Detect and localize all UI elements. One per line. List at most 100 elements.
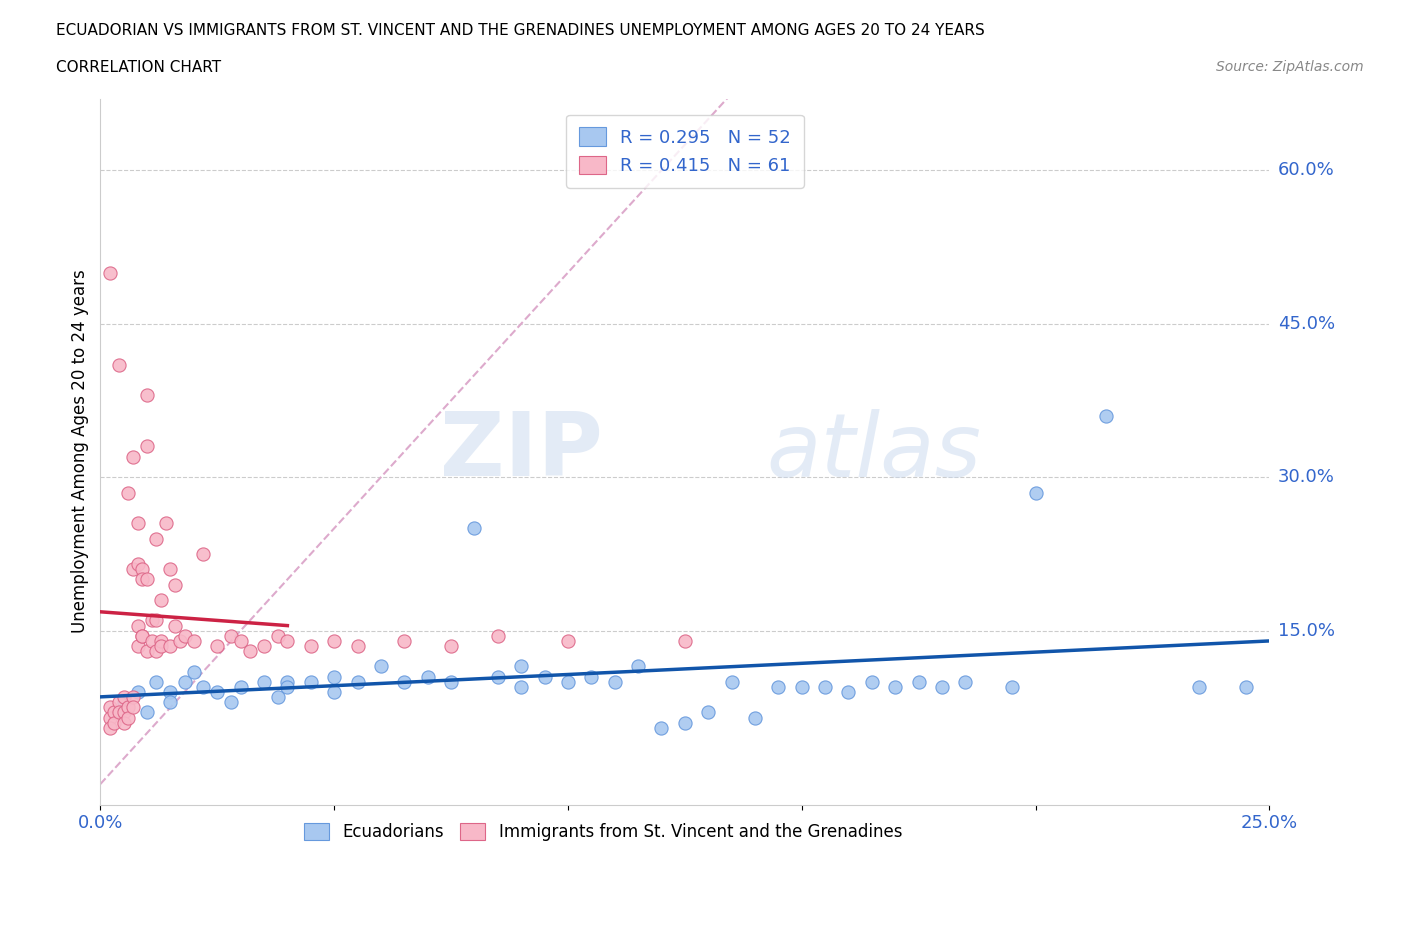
Point (159, 639, 181, 654)
Point (136, 388, 159, 403)
Point (131, 629, 153, 644)
Point (136, 572, 159, 587)
Point (131, 629, 153, 644)
Point (673, 633, 696, 648)
Point (837, 684, 859, 699)
Point (145, 531, 167, 546)
Point (627, 659, 650, 674)
Point (122, 690, 145, 705)
Point (486, 670, 509, 684)
Point (159, 695, 181, 710)
Point (103, 715, 125, 730)
Point (122, 700, 145, 715)
Point (720, 674, 742, 689)
Point (346, 674, 368, 689)
Point (673, 715, 696, 730)
Point (117, 485, 139, 500)
Point (219, 629, 242, 644)
Point (127, 639, 149, 654)
Point (267, 629, 290, 644)
Point (165, 578, 187, 592)
Point (108, 357, 131, 372)
Text: 15.0%: 15.0% (1278, 621, 1334, 640)
Point (229, 633, 252, 648)
Point (814, 680, 837, 695)
Point (98, 721, 121, 736)
Point (533, 670, 555, 684)
Point (267, 690, 290, 705)
Point (117, 711, 139, 725)
Point (884, 680, 907, 695)
Point (394, 674, 416, 689)
Point (1234, 680, 1257, 695)
Point (112, 690, 135, 705)
Point (1024, 485, 1046, 500)
Point (276, 633, 298, 648)
Point (276, 674, 298, 689)
Point (159, 684, 181, 699)
Point (112, 705, 135, 720)
Point (145, 644, 167, 658)
Point (127, 557, 149, 572)
Point (141, 613, 163, 628)
Point (165, 618, 187, 633)
Point (183, 633, 205, 648)
Point (486, 629, 509, 644)
Point (370, 659, 392, 674)
Point (136, 644, 159, 658)
Text: 60.0%: 60.0% (1278, 161, 1334, 179)
Point (150, 639, 173, 654)
Point (323, 633, 346, 648)
Point (253, 674, 276, 689)
Point (744, 711, 766, 725)
Y-axis label: Unemployment Among Ages 20 to 24 years: Unemployment Among Ages 20 to 24 years (72, 270, 89, 633)
Point (98, 711, 121, 725)
Point (207, 639, 229, 654)
Point (112, 715, 135, 730)
Point (219, 695, 242, 710)
Point (299, 639, 322, 654)
Point (394, 633, 416, 648)
Point (131, 562, 153, 577)
Point (155, 516, 177, 531)
Point (510, 659, 533, 674)
Point (117, 700, 139, 715)
Point (768, 680, 790, 695)
Point (463, 521, 485, 536)
Point (108, 705, 131, 720)
Point (229, 680, 252, 695)
Point (510, 680, 533, 695)
Point (183, 664, 205, 679)
Point (581, 670, 603, 684)
Point (790, 680, 813, 695)
Point (860, 674, 883, 689)
Point (440, 674, 463, 689)
Point (145, 613, 167, 628)
Legend: Ecuadorians, Immigrants from St. Vincent and the Grenadines: Ecuadorians, Immigrants from St. Vincent… (295, 815, 911, 849)
Point (98, 700, 121, 715)
Point (1094, 408, 1116, 423)
Point (136, 705, 159, 720)
Point (127, 618, 149, 633)
Point (112, 695, 135, 710)
Point (98, 265, 121, 280)
Point (150, 633, 173, 648)
Text: ZIP: ZIP (440, 408, 603, 495)
Point (955, 674, 977, 689)
Point (127, 516, 149, 531)
Text: Source: ZipAtlas.com: Source: ZipAtlas.com (1216, 60, 1364, 74)
Point (1188, 680, 1211, 695)
Point (193, 547, 215, 562)
Text: 30.0%: 30.0% (1278, 468, 1334, 486)
Point (207, 684, 229, 699)
Point (173, 674, 195, 689)
Point (239, 644, 262, 658)
Point (136, 439, 159, 454)
Point (557, 633, 579, 648)
Point (276, 680, 298, 695)
Point (323, 670, 346, 684)
Point (907, 674, 929, 689)
Point (127, 684, 149, 699)
Point (346, 639, 368, 654)
Point (150, 592, 173, 607)
